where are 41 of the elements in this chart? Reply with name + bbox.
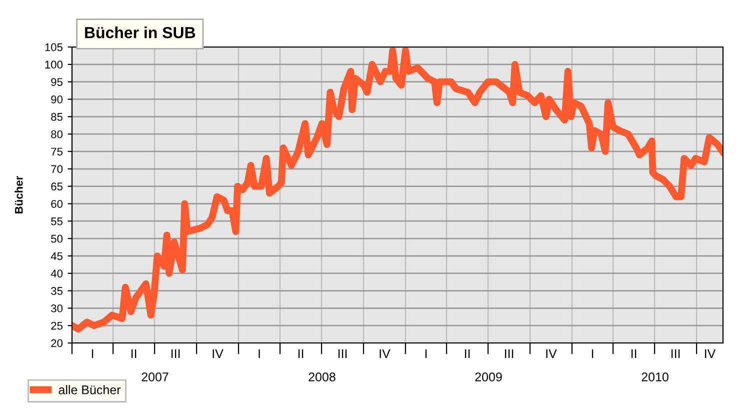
text: II [131, 349, 136, 358]
text: III [672, 349, 680, 358]
y-tick-label: 20 [51, 339, 63, 348]
y-tick-label: 40 [50, 270, 63, 278]
y-tick-label: 80 [51, 130, 63, 138]
x-tick-label: 2009 [475, 372, 502, 382]
text: IV [546, 349, 557, 358]
y-tick-label: 35 [51, 287, 63, 295]
x-tick-label: 2007 [142, 372, 168, 382]
y-tick-label: 45 [50, 252, 63, 260]
text: III [504, 349, 514, 358]
y-axis-title: Bücher [14, 176, 23, 214]
y-tick-label: 90 [51, 96, 63, 104]
text: IV [705, 349, 716, 358]
legend-label: alle Bücher [58, 385, 121, 394]
y-tick-label: 105 [45, 43, 63, 52]
chart-title: Bücher in SUB [85, 26, 196, 38]
y-tick-label: 60 [51, 200, 63, 208]
x-tick-label: 2008 [308, 372, 336, 382]
text: IV [212, 349, 224, 358]
text: I [425, 349, 427, 358]
y-tick-label: 100 [45, 60, 63, 69]
text: III [338, 349, 347, 358]
text: I [258, 349, 260, 358]
y-tick-label: 30 [51, 304, 63, 312]
text: III [172, 349, 180, 358]
x-tick-label: 2010 [642, 372, 668, 382]
text: I [92, 349, 94, 358]
y-tick-label: 65 [51, 182, 63, 190]
text: IV [380, 349, 390, 358]
text: II [631, 349, 636, 358]
y-tick-label: 50 [51, 234, 63, 243]
y-tick-label: 25 [51, 322, 63, 330]
text: II [298, 349, 304, 358]
text: I [592, 349, 594, 358]
text: II [464, 349, 470, 358]
y-tick-label: 55 [51, 218, 63, 226]
y-tick-label: 85 [51, 112, 63, 121]
y-tick-label: 95 [51, 78, 63, 86]
y-tick-label: 70 [51, 165, 63, 174]
y-tick-label: 75 [51, 148, 63, 156]
